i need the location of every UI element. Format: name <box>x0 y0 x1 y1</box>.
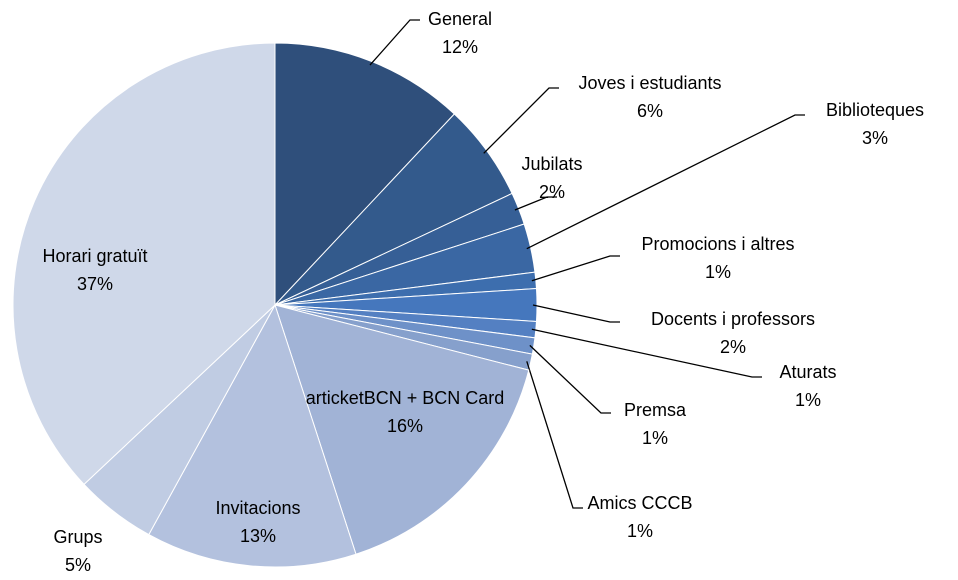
slice-label: articketBCN + BCN Card 16% <box>305 384 505 440</box>
category-name: articketBCN + BCN Card <box>305 388 505 408</box>
category-name: Promocions i altres <box>641 234 795 254</box>
value-label: 6% <box>636 101 664 121</box>
slice-label: Grups 5% <box>53 523 102 579</box>
category-name: Horari gratuït <box>42 246 148 266</box>
leader-line <box>369 19 420 66</box>
slice-label: Aturats 1% <box>779 358 836 414</box>
leader-line <box>526 361 583 509</box>
category-name: Amics CCCB <box>587 493 693 513</box>
value-label: 3% <box>861 128 889 148</box>
leader-line <box>483 87 559 154</box>
category-name: Premsa <box>623 400 687 420</box>
value-label: 1% <box>704 262 731 282</box>
category-name: Docents i professors <box>650 309 816 329</box>
value-label: 37% <box>76 274 114 294</box>
category-name: Grups <box>53 527 103 547</box>
value-label: 12% <box>441 37 479 57</box>
value-label: 16% <box>386 416 424 436</box>
leader-line <box>531 328 762 378</box>
slice-label: Joves i estudiants 6% <box>578 69 721 125</box>
leader-line <box>526 114 805 250</box>
value-label: 1% <box>641 428 669 448</box>
leader-line <box>514 196 557 211</box>
category-name: Invitacions <box>215 498 301 518</box>
leader-line <box>529 344 611 414</box>
category-name: Aturats <box>779 362 837 382</box>
leader-line <box>531 255 620 282</box>
category-name: Jubilats <box>521 154 583 174</box>
value-label: 1% <box>794 390 821 410</box>
leader-line <box>532 304 620 323</box>
category-name: Joves i estudiants <box>578 73 722 93</box>
category-name: General <box>427 9 493 29</box>
value-label: 2% <box>719 337 747 357</box>
pie-slice <box>12 42 276 486</box>
slice-label: Premsa 1% <box>624 396 686 452</box>
value-label: 1% <box>626 521 654 541</box>
pie-slice <box>148 303 357 568</box>
pie-slice <box>274 304 530 555</box>
slice-label: General 12% <box>428 5 492 61</box>
pie-slice <box>274 42 456 307</box>
value-label: 2% <box>538 182 565 202</box>
category-name: Biblioteques <box>825 100 925 120</box>
slice-label: Invitacions 13% <box>215 494 300 550</box>
slice-label: Horari gratuït 37% <box>42 242 147 298</box>
value-label: 5% <box>64 555 91 575</box>
slice-label: Promocions i altres 1% <box>641 230 794 286</box>
value-label: 13% <box>239 526 277 546</box>
slice-label: Biblioteques 3% <box>826 96 924 152</box>
slice-label: Docents i professors 2% <box>651 305 815 361</box>
slice-label: Amics CCCB 1% <box>587 489 692 545</box>
slice-label: Jubilats 2% <box>521 150 582 206</box>
